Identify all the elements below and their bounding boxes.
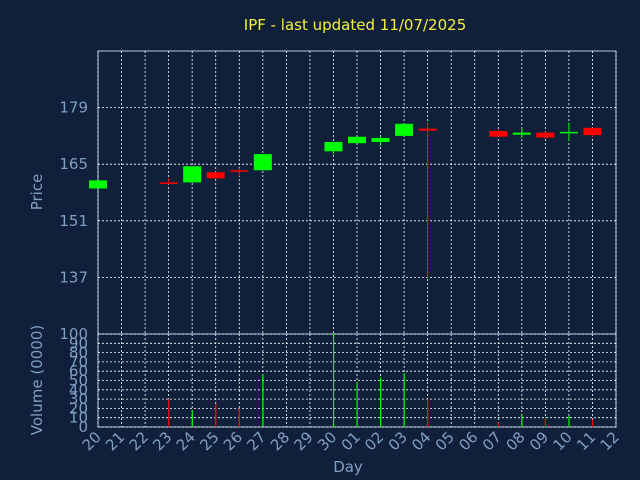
price-panel: 137 151 165 179 Price	[28, 50, 617, 335]
volume-bar	[356, 382, 358, 427]
candle-body	[348, 136, 366, 144]
volume-tick-label: 90	[69, 334, 88, 352]
candle-body	[253, 154, 272, 171]
candle	[536, 131, 555, 139]
day-tick-label: 24	[173, 428, 199, 454]
volume-bar	[191, 410, 193, 427]
day-tick-label: 07	[479, 428, 505, 454]
day-tick-label: 22	[126, 428, 152, 454]
candle	[489, 129, 508, 137]
volume-bar	[403, 373, 405, 427]
volume-tick-label: 60	[69, 362, 88, 380]
candle	[206, 172, 225, 179]
candle	[183, 166, 202, 183]
candle	[159, 178, 178, 185]
candle	[348, 136, 366, 144]
day-axis-label: Day	[333, 458, 363, 476]
day-tick-label: 10	[550, 428, 576, 454]
volume-tick-label: 0	[78, 418, 88, 436]
price-tick-label: 151	[59, 212, 88, 230]
volume-bar	[521, 414, 523, 427]
candle-body	[512, 132, 531, 135]
candle	[89, 180, 107, 189]
candle	[418, 122, 437, 278]
volume-bar	[238, 408, 240, 427]
volume-bar	[568, 415, 570, 427]
candle	[230, 168, 249, 177]
volume-bar	[215, 403, 217, 427]
volume-axis-label: Volume (0000)	[28, 325, 46, 435]
day-tick-label: 26	[220, 428, 246, 454]
day-tick-label: 02	[361, 428, 387, 454]
candle-body	[583, 127, 602, 136]
price-tick-label: 165	[59, 155, 88, 173]
day-tick-label: 29	[291, 428, 317, 454]
day-tick-label: 11	[573, 428, 599, 454]
candle-body	[324, 141, 343, 152]
volume-bar	[497, 422, 499, 427]
volume-bar	[380, 377, 382, 427]
candle-body	[395, 123, 414, 136]
volume-bar	[332, 334, 335, 427]
chart-title: IPF - last updated 11/07/2025	[244, 16, 466, 34]
volume-bar	[427, 399, 429, 427]
candle-body	[371, 137, 390, 142]
day-tick-label: 23	[149, 428, 175, 454]
volume-tick-label: 50	[69, 372, 88, 390]
candle	[583, 127, 602, 137]
day-tick-label: 21	[102, 428, 128, 454]
price-tick-label: 179	[59, 99, 88, 117]
candle-body	[418, 128, 437, 131]
candle	[253, 154, 272, 171]
volume-tick-label: 30	[69, 390, 88, 408]
day-tick-label: 28	[267, 428, 293, 454]
day-tick-label: 03	[385, 428, 411, 454]
volume-bars	[168, 334, 594, 427]
candle-body	[536, 132, 555, 138]
volume-tick-label: 20	[69, 399, 88, 417]
candle-body	[230, 170, 249, 172]
day-tick-label: 12	[597, 428, 623, 454]
candle-body	[183, 166, 202, 183]
candle	[559, 122, 578, 141]
day-tick-label: 25	[196, 428, 222, 454]
candle	[395, 123, 414, 136]
candle	[512, 127, 531, 138]
volume-tick-label: 40	[69, 381, 88, 399]
day-tick-label: 01	[338, 428, 364, 454]
day-tick-label: 09	[526, 428, 552, 454]
day-tick-label: 30	[314, 428, 340, 454]
candle	[324, 141, 343, 155]
candlesticks	[89, 122, 602, 278]
volume-bar	[591, 419, 594, 427]
day-tick-label: 05	[432, 428, 458, 454]
volume-tick-label: 100	[59, 325, 88, 343]
volume-bar	[262, 373, 264, 427]
candle	[371, 136, 390, 147]
price-axis-label: Price	[28, 174, 46, 211]
day-tick-label: 27	[243, 428, 269, 454]
volume-bar	[168, 399, 170, 427]
candle-body	[489, 131, 508, 137]
price-gridlines	[97, 51, 617, 334]
candle-body	[206, 172, 225, 179]
candle-body	[159, 182, 178, 184]
volume-tick-label: 10	[69, 409, 88, 427]
candle-body	[89, 180, 107, 189]
day-tick-label: 04	[408, 428, 434, 454]
price-y-ticks: 137 151 165 179	[59, 99, 88, 287]
day-x-ticks: 2021222324252627282930010203040506070809…	[79, 428, 623, 454]
volume-tick-label: 80	[69, 344, 88, 362]
price-tick-label: 137	[59, 268, 88, 286]
day-tick-label: 06	[455, 428, 481, 454]
volume-tick-label: 70	[69, 353, 88, 371]
candle-body	[559, 131, 578, 134]
volume-bar	[544, 417, 547, 427]
day-tick-label: 08	[502, 428, 528, 454]
